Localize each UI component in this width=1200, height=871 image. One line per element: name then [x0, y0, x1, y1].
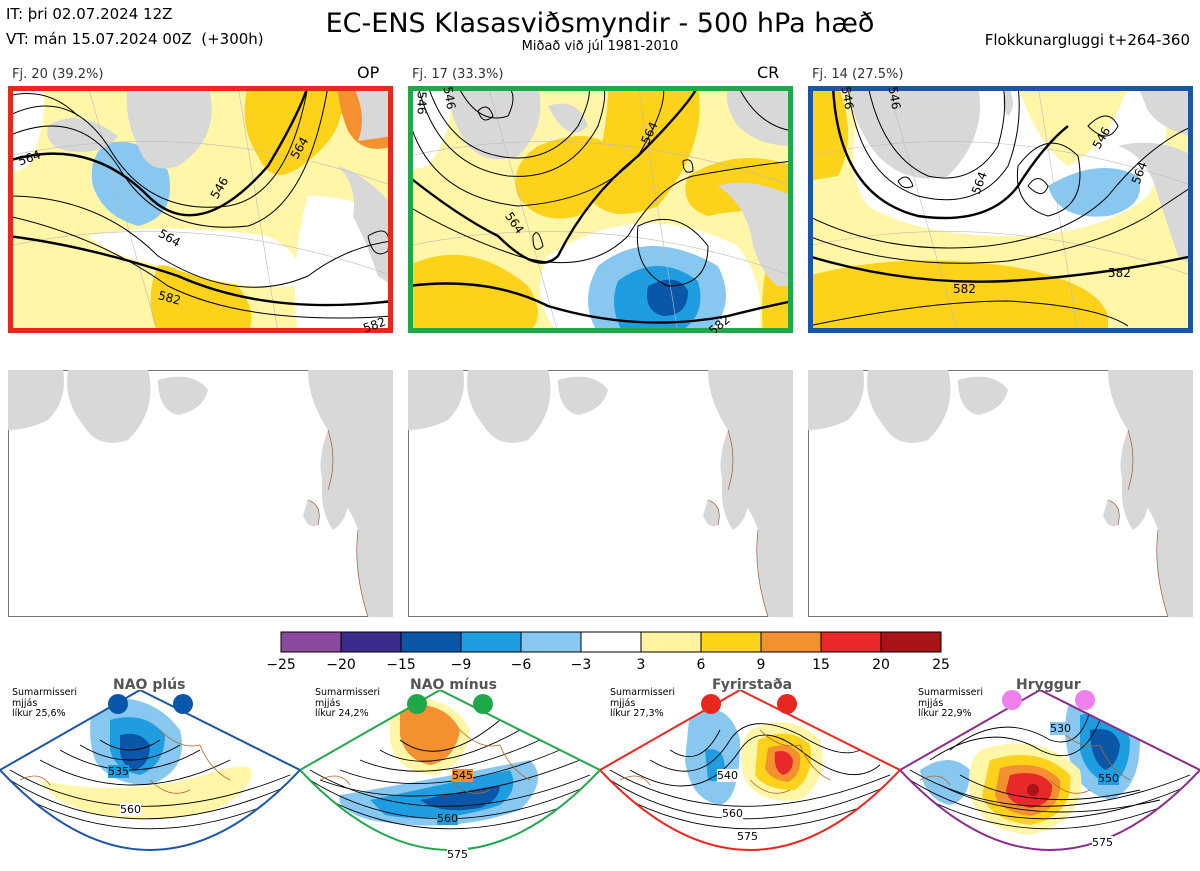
colorbar-tick-label: 15 [812, 657, 830, 673]
cluster-3-label: Fj. 14 (27.5%) [812, 67, 904, 82]
regime-nao-plus-map[interactable] [0, 690, 300, 871]
regime-1-title: NAO plús [113, 677, 186, 693]
colorbar [280, 631, 942, 653]
colorbar-cell [520, 631, 582, 653]
empty-map-1 [8, 370, 393, 617]
regime-4-contour-label: 550 [1098, 772, 1119, 785]
colorbar-tick-label: −25 [266, 657, 296, 673]
colorbar-tick-label: −20 [326, 657, 356, 673]
cluster-2-frame [408, 86, 793, 333]
page-title: EC-ENS Klasasviðsmyndir - 500 hPa hæð [325, 8, 875, 39]
regime-3-contour-label: 575 [737, 830, 758, 843]
regime-3-dot [701, 694, 721, 714]
colorbar-cell [700, 631, 762, 653]
cluster-3-contour-label: 582 [953, 282, 976, 296]
regime-2-info: Sumarmisseri mjjás líkur 24,2% [315, 687, 381, 719]
colorbar-cell [340, 631, 402, 653]
colorbar-cell [460, 631, 522, 653]
regime-4-title: Hryggur [1016, 677, 1081, 693]
regime-1-info: Sumarmisseri mjjás líkur 25,6% [12, 687, 78, 719]
colorbar-cell [820, 631, 882, 653]
cluster-3-map[interactable]: 546 546 546 564 564 582 582 [808, 86, 1193, 333]
cluster-1-map[interactable]: 546 564 564 564 582 582 [8, 86, 393, 333]
empty-map-3 [808, 370, 1193, 617]
regime-2-dot [473, 694, 493, 714]
regime-3-title: Fyrirstaða [712, 677, 793, 693]
regime-4-contour-label: 575 [1092, 836, 1113, 849]
regime-1-contour-label: 535 [108, 765, 129, 778]
empty-map-2 [408, 370, 793, 617]
regime-ridge-map[interactable] [900, 690, 1200, 871]
regime-4-info: Sumarmisseri mjjás líkur 22,9% [918, 687, 984, 719]
colorbar-tick-label: −6 [510, 657, 532, 673]
regime-2-contour-label: 545 [452, 769, 473, 782]
colorbar-tick-label: 6 [696, 657, 706, 673]
colorbar-cell [400, 631, 462, 653]
valid-time: VT: mán 15.07.2024 00Z (+300h) [6, 30, 264, 48]
cluster-1-frame [8, 86, 393, 333]
regime-4-contour-label: 530 [1050, 722, 1071, 735]
cluster-2-contour-label: 546 [414, 91, 429, 115]
cluster-1-tag: OP [357, 63, 380, 82]
colorbar-tick-label: −9 [450, 657, 472, 673]
colorbar-tick-label: −15 [386, 657, 416, 673]
regime-4-dot [1002, 690, 1022, 710]
colorbar-tick-label: 9 [756, 657, 766, 673]
regime-4-dot [1075, 690, 1095, 710]
regime-3-contour-label: 560 [722, 807, 743, 820]
cluster-2-map[interactable]: 546 546 564 564 582 [408, 86, 793, 333]
regime-2-dot [407, 694, 427, 714]
init-time: IT: þri 02.07.2024 12Z [6, 5, 173, 23]
cluster-2-label: Fj. 17 (33.3%) [412, 67, 504, 82]
regime-3-info: Sumarmisseri mjjás líkur 27,3% [610, 687, 676, 719]
regime-1-dot [108, 694, 128, 714]
regime-3-dot [777, 694, 797, 714]
cluster-1-label: Fj. 20 (39.2%) [12, 67, 104, 82]
colorbar-cell [580, 631, 642, 653]
colorbar-tick-label: 20 [872, 657, 890, 673]
colorbar-cell [760, 631, 822, 653]
colorbar-tick-label: 3 [636, 657, 646, 673]
colorbar-tick-label: 25 [932, 657, 950, 673]
regime-3-contour-label: 540 [717, 769, 738, 782]
regime-1-contour-label: 560 [120, 803, 141, 816]
cluster-2-tag: CR [757, 63, 780, 82]
colorbar-cell [640, 631, 702, 653]
regime-blocking-map[interactable] [600, 690, 900, 871]
cluster-3-contour-label: 582 [1108, 266, 1131, 280]
regime-1-dot [173, 694, 193, 714]
colorbar-cell [880, 631, 942, 653]
regime-2-contour-label: 560 [437, 812, 458, 825]
regime-2-title: NAO mínus [410, 677, 497, 693]
colorbar-tick-label: −3 [570, 657, 592, 673]
colorbar-cell [280, 631, 342, 653]
classification-window: Flokkunargluggi t+264-360 [984, 31, 1190, 49]
regime-2-contour-label: 575 [447, 848, 468, 861]
climatology-subtitle: Miðað við júl 1981-2010 [521, 39, 679, 54]
cluster-3-frame [808, 86, 1193, 333]
